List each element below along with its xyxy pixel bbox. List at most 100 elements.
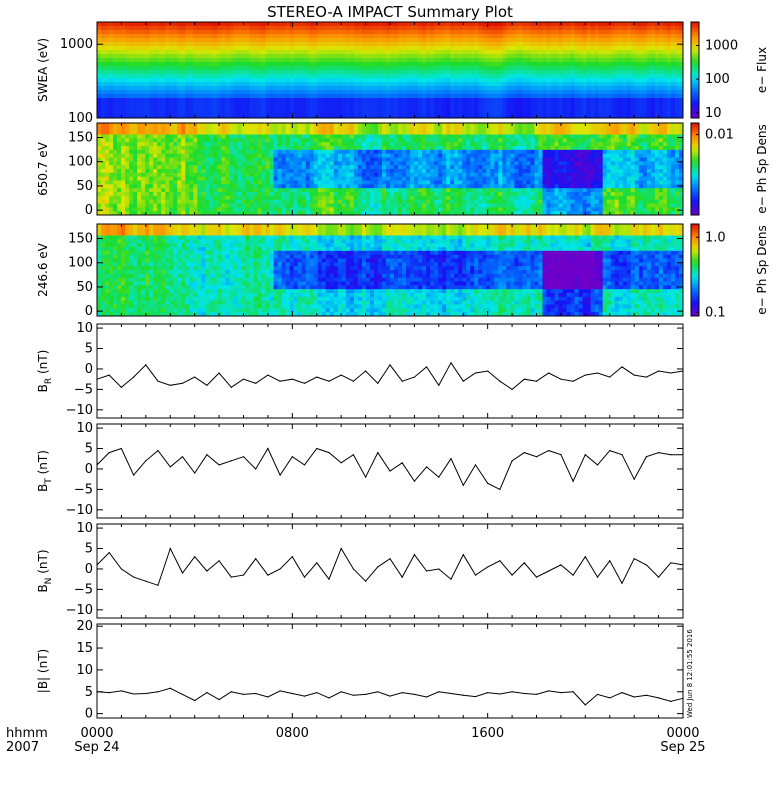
heatmap-cell bbox=[258, 150, 263, 154]
heatmap-cell bbox=[141, 158, 146, 162]
heatmap-cell bbox=[619, 46, 624, 51]
heatmap-cell bbox=[354, 34, 359, 39]
heatmap-cell bbox=[201, 161, 206, 165]
heatmap-cell bbox=[518, 66, 523, 71]
heatmap-cell bbox=[213, 30, 218, 35]
heatmap-cell bbox=[229, 181, 234, 185]
heatmap-cell bbox=[547, 58, 552, 63]
heatmap-cell bbox=[113, 192, 118, 196]
heatmap-cell bbox=[394, 70, 399, 75]
heatmap-cell bbox=[205, 131, 210, 135]
heatmap-cell bbox=[547, 74, 552, 79]
heatmap-cell bbox=[518, 62, 523, 67]
heatmap-cell bbox=[274, 169, 279, 173]
heatmap-cell bbox=[318, 70, 323, 75]
heatmap-cell bbox=[282, 184, 287, 188]
heatmap-cell bbox=[258, 135, 263, 139]
heatmap-cell bbox=[294, 42, 299, 47]
heatmap-cell bbox=[286, 82, 291, 87]
heatmap-cell bbox=[225, 106, 230, 111]
heatmap-cell bbox=[675, 70, 680, 75]
heatmap-cell bbox=[282, 200, 287, 204]
heatmap-cell bbox=[326, 110, 331, 115]
heatmap-cell bbox=[137, 86, 142, 91]
heatmap-cell bbox=[358, 62, 363, 67]
heatmap-cell bbox=[246, 110, 251, 115]
heatmap-cell bbox=[318, 50, 323, 55]
heatmap-cell bbox=[486, 22, 491, 27]
heatmap-cell bbox=[599, 70, 604, 75]
heatmap-cell bbox=[675, 98, 680, 103]
heatmap-cell bbox=[189, 173, 194, 177]
heatmap-cell bbox=[482, 110, 487, 115]
heatmap-cell bbox=[129, 200, 134, 204]
heatmap-cell bbox=[274, 26, 279, 31]
heatmap-cell bbox=[221, 154, 226, 158]
heatmap-cell bbox=[362, 86, 367, 91]
heatmap-cell bbox=[246, 82, 251, 87]
heatmap-cell bbox=[675, 94, 680, 99]
heatmap-cell bbox=[262, 70, 267, 75]
heatmap-cell bbox=[366, 82, 371, 87]
heatmap-cell bbox=[675, 54, 680, 59]
heatmap-cell bbox=[619, 42, 624, 47]
heatmap-cell bbox=[631, 54, 636, 59]
heatmap-cell bbox=[655, 74, 660, 79]
heatmap-cell bbox=[246, 127, 251, 131]
heatmap-cell bbox=[302, 102, 307, 107]
heatmap-cell bbox=[394, 42, 399, 47]
heatmap-cell bbox=[258, 46, 263, 51]
heatmap-cell bbox=[310, 177, 315, 181]
heatmap-cell bbox=[675, 30, 680, 35]
heatmap-cell bbox=[534, 26, 539, 31]
heatmap-cell bbox=[205, 127, 210, 131]
heatmap-cell bbox=[258, 110, 263, 115]
heatmap-cell bbox=[177, 30, 182, 35]
heatmap-cell bbox=[153, 46, 158, 51]
heatmap-cell bbox=[326, 200, 331, 204]
heatmap-cell bbox=[422, 82, 427, 87]
heatmap-cell bbox=[233, 196, 238, 200]
heatmap-cell bbox=[442, 106, 447, 111]
heatmap-cell bbox=[209, 146, 214, 150]
heatmap-cell bbox=[318, 192, 323, 196]
heatmap-cell bbox=[294, 196, 299, 200]
heatmap-cell bbox=[330, 123, 335, 127]
heatmap-cell bbox=[458, 38, 463, 43]
heatmap-cell bbox=[274, 62, 279, 67]
heatmap-cell bbox=[306, 74, 311, 79]
heatmap-cell bbox=[161, 102, 166, 107]
heatmap-cell bbox=[213, 110, 218, 115]
heatmap-cell bbox=[306, 184, 311, 188]
heatmap-cell bbox=[510, 54, 515, 59]
heatmap-cell bbox=[543, 54, 548, 59]
heatmap-cell bbox=[225, 30, 230, 35]
heatmap-cell bbox=[346, 66, 351, 71]
heatmap-cell bbox=[386, 70, 391, 75]
heatmap-cell bbox=[250, 158, 255, 162]
heatmap-cell bbox=[113, 123, 118, 127]
heatmap-cell bbox=[398, 22, 403, 27]
heatmap-cell bbox=[137, 150, 142, 154]
heatmap-cell bbox=[534, 54, 539, 59]
heatmap-cell bbox=[246, 98, 251, 103]
heatmap-cell bbox=[157, 123, 162, 127]
heatmap-cell bbox=[254, 188, 259, 192]
heatmap-cell bbox=[270, 86, 275, 91]
heatmap-cell bbox=[117, 127, 122, 131]
heatmap-cell bbox=[647, 86, 652, 91]
heatmap-cell bbox=[675, 86, 680, 91]
heatmap-cell bbox=[314, 188, 319, 192]
heatmap-cell bbox=[153, 196, 158, 200]
heatmap-cell bbox=[105, 34, 110, 39]
heatmap-cell bbox=[302, 50, 307, 55]
heatmap-cell bbox=[298, 86, 303, 91]
heatmap-cell bbox=[490, 38, 495, 43]
heatmap-cell bbox=[217, 70, 222, 75]
heatmap-cell bbox=[667, 22, 672, 27]
heatmap-cell bbox=[410, 98, 415, 103]
heatmap-cell bbox=[137, 82, 142, 87]
heatmap-cell bbox=[470, 46, 475, 51]
heatmap-cell bbox=[522, 30, 527, 35]
heatmap-cell bbox=[567, 66, 572, 71]
